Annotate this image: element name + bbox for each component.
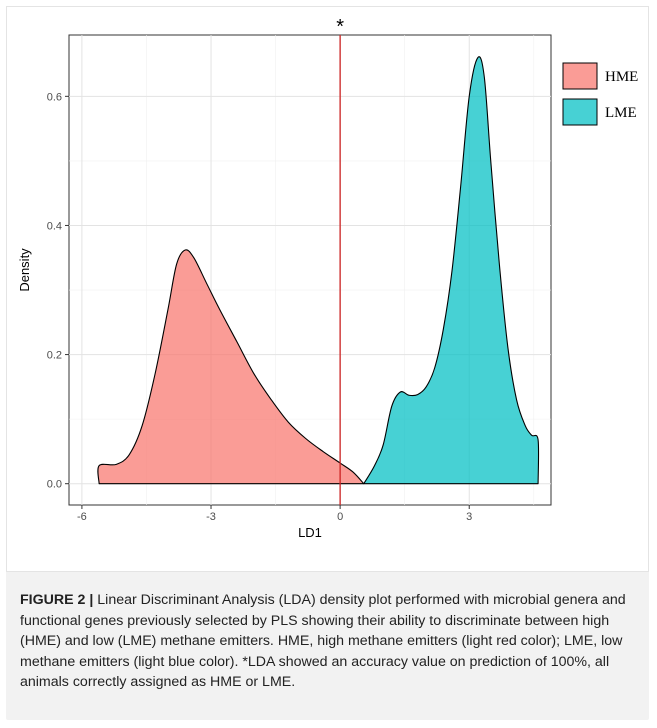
x-axis-title: LD1 [298,525,322,540]
caption-label: FIGURE 2 | [20,592,94,608]
y-axis-title: Density [17,248,32,292]
legend: HME LME [562,62,638,126]
figure: * -6 -3 0 3 0.0 0.2 0.4 0.6 LD1 Density HME LME… [6,6,649,720]
y-tick-label: 0.2 [47,350,62,362]
legend-label-lme: LME [605,105,637,121]
y-tick-label: 0.6 [47,91,62,103]
significance-annotation: * [336,16,344,38]
caption-text: Linear Discriminant Analysis (LDA) densi… [20,592,626,691]
density-area-hme [97,249,365,485]
x-tick-label: 0 [337,511,343,523]
x-tick-label: 3 [466,511,472,523]
chart-panel: * -6 -3 0 3 0.0 0.2 0.4 0.6 LD1 Density HME LME [6,6,649,572]
x-tick-label: -6 [77,511,87,523]
series-layer [97,56,540,485]
y-tick-label: 0.0 [47,479,62,491]
y-tick-label: 0.4 [47,220,62,232]
legend-swatch-lme [562,98,598,126]
legend-label-hme: HME [605,69,638,85]
x-tick-label: -3 [206,511,216,523]
figure-caption: FIGURE 2 | Linear Discriminant Analysis … [20,590,640,693]
x-axis: -6 -3 0 3 [77,505,472,523]
y-axis: 0.0 0.2 0.4 0.6 [47,91,69,491]
density-area-lme [363,56,540,485]
density-plot: * -6 -3 0 3 0.0 0.2 0.4 0.6 LD1 Density HME LME [17,16,638,540]
legend-swatch-hme [562,62,598,90]
